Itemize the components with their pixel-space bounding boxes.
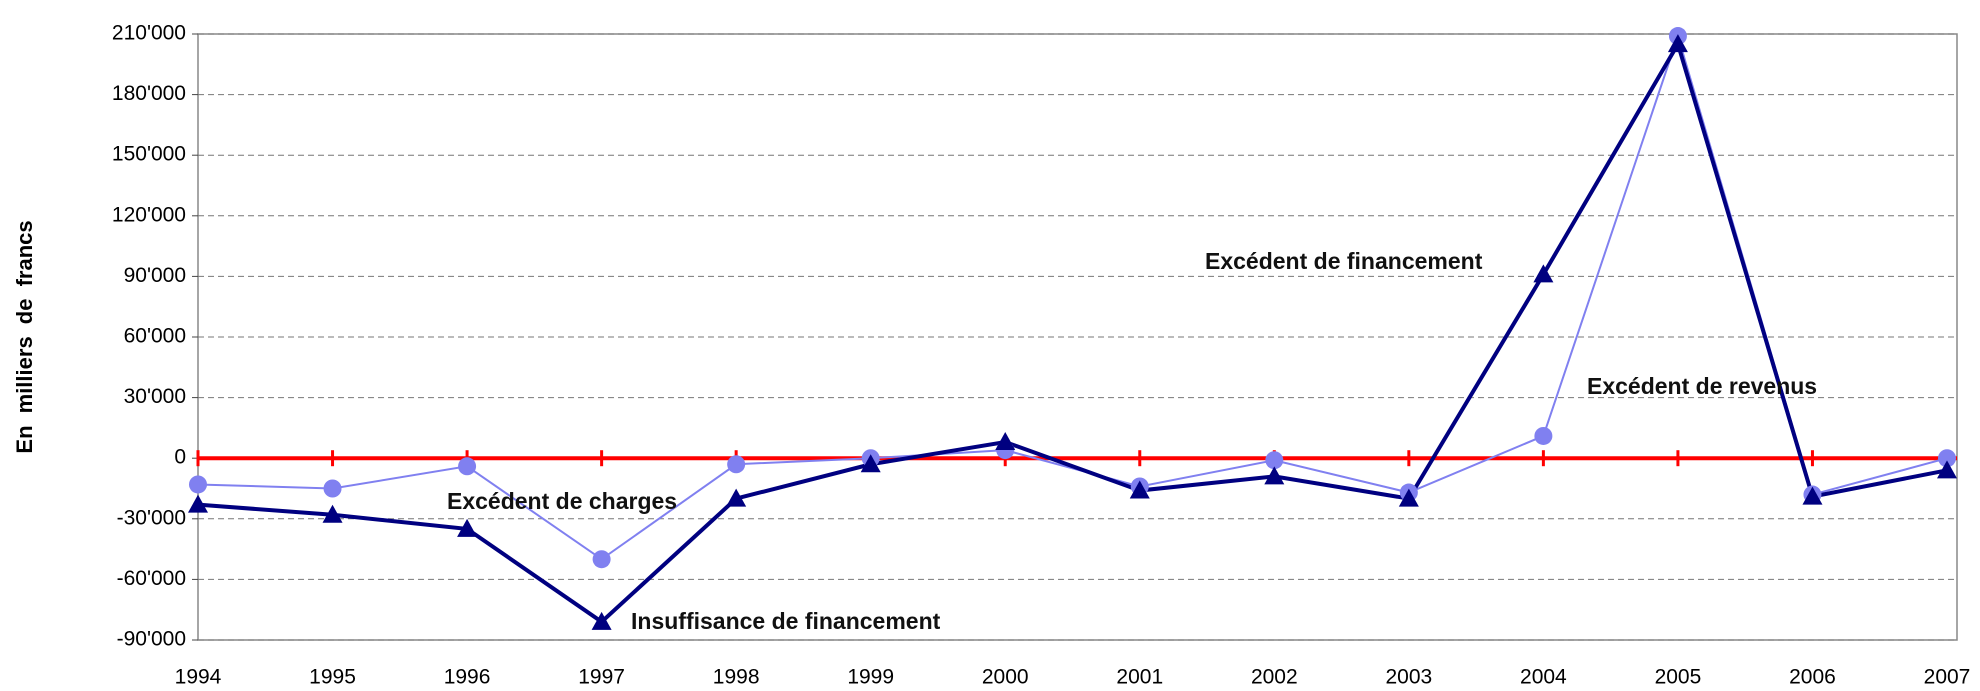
series-line [197, 39, 1948, 625]
marker [1129, 480, 1150, 499]
annotation: Excédent de charges [447, 488, 677, 514]
marker [1264, 466, 1285, 485]
annotation: Insuffisance de financement [631, 608, 941, 634]
x-tick-label: 1994 [175, 666, 222, 689]
annotation: Excédent de financement [1205, 248, 1483, 274]
marker [995, 432, 1016, 451]
marker [322, 504, 343, 523]
x-tick-label: 1995 [309, 666, 356, 689]
x-tick-label: 1997 [578, 666, 625, 689]
marker [1533, 264, 1554, 283]
marker [1802, 486, 1823, 505]
x-tick-label: 1999 [847, 666, 894, 689]
x-tick-label: 2007 [1924, 666, 1971, 689]
x-tick-label: 2002 [1251, 666, 1298, 689]
marker [1667, 34, 1688, 53]
marker [458, 457, 477, 476]
y-tick-label: 90'000 [124, 264, 186, 287]
x-tick-label: 2006 [1789, 666, 1836, 689]
series-line [197, 32, 1948, 561]
y-tick-label: -60'000 [117, 567, 186, 590]
marker [726, 488, 747, 507]
marker [1937, 460, 1957, 479]
x-tick-label: 1998 [713, 666, 760, 689]
marker [1938, 449, 1956, 468]
y-tick-label: 120'000 [112, 203, 186, 226]
y-tick-label: 0 [174, 446, 186, 469]
x-tick-label: 2004 [1520, 666, 1567, 689]
x-tick-label: 2005 [1655, 666, 1702, 689]
marker [727, 455, 746, 474]
marker [323, 479, 342, 498]
x-tick-label: 1996 [444, 666, 491, 689]
marker [457, 518, 478, 537]
marker [1398, 488, 1419, 507]
marker [188, 494, 208, 513]
marker [592, 550, 611, 569]
y-tick-label: 210'000 [112, 22, 186, 45]
marker [860, 454, 881, 473]
marker [189, 475, 207, 494]
annotation: Excédent de revenus [1587, 373, 1817, 399]
marker [591, 611, 612, 630]
y-tick-label: 60'000 [124, 325, 186, 348]
y-tick-label: -30'000 [117, 506, 186, 529]
y-tick-label: 30'000 [124, 385, 186, 408]
x-tick-label: 2003 [1385, 666, 1432, 689]
y-axis-label: En milliers de francs [12, 220, 37, 453]
marker [1265, 451, 1284, 470]
y-tick-label: 150'000 [112, 143, 186, 166]
marker [1534, 426, 1553, 445]
x-tick-label: 2000 [982, 666, 1029, 689]
y-tick-label: 180'000 [112, 82, 186, 105]
x-tick-label: 2001 [1116, 666, 1163, 689]
y-tick-label: -90'000 [117, 628, 186, 651]
